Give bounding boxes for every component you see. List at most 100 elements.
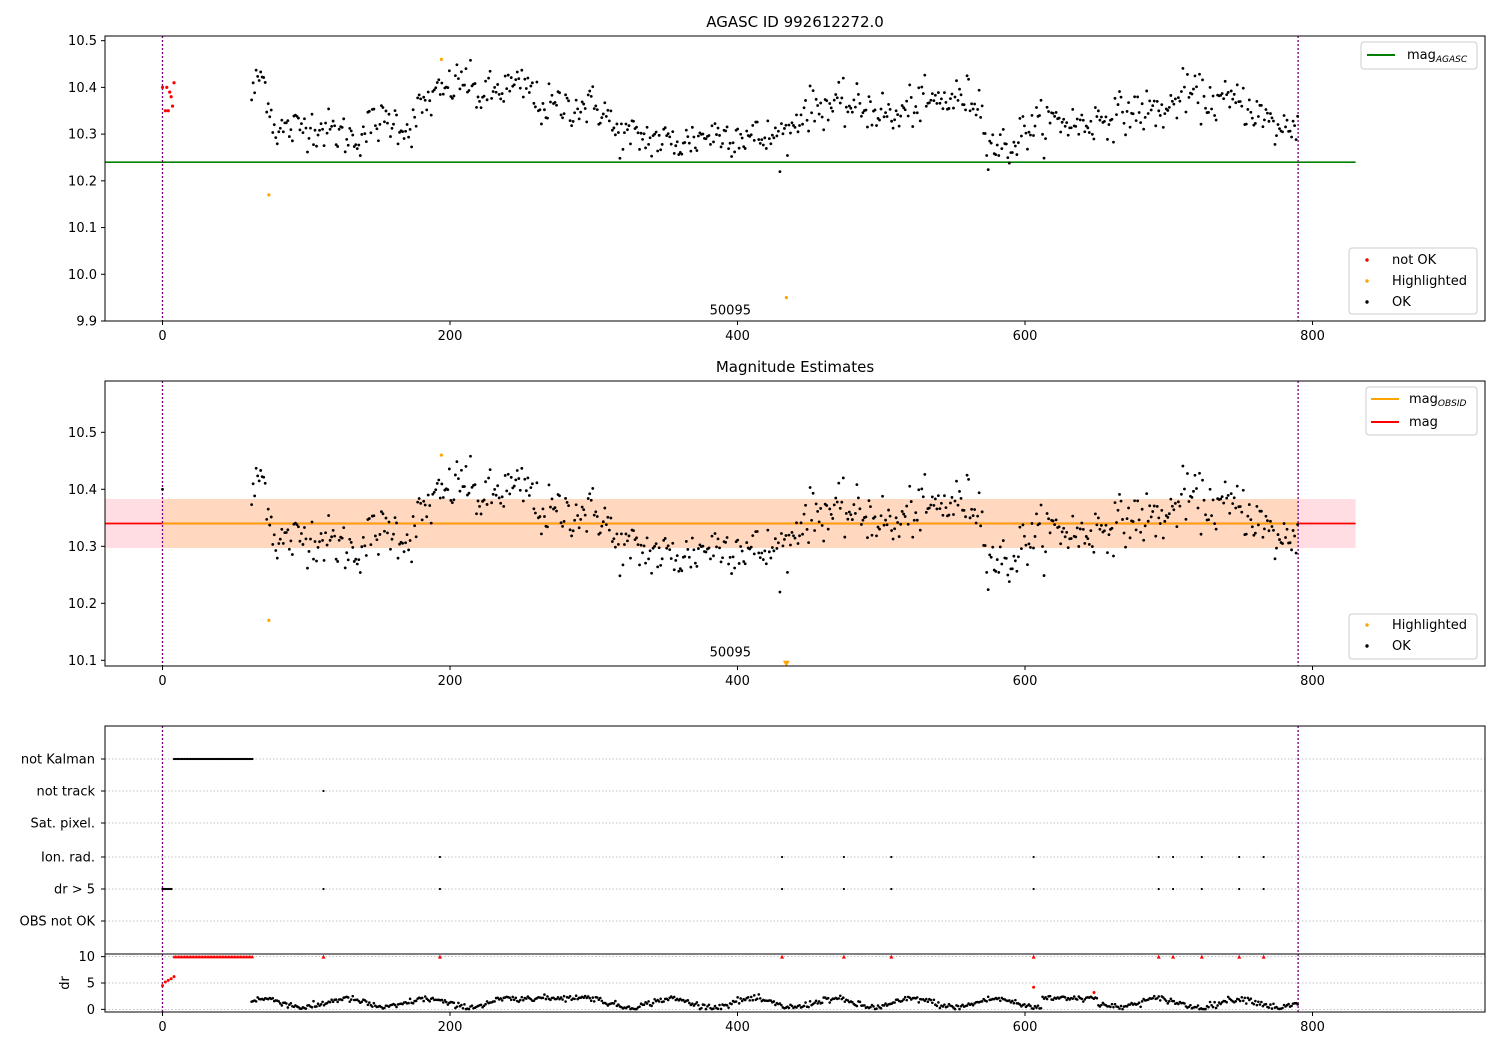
ok-point bbox=[686, 135, 690, 139]
ok-point bbox=[460, 70, 463, 74]
legend-point-label: Highlighted bbox=[1392, 274, 1467, 289]
dr-point bbox=[1296, 1003, 1299, 1006]
ok-point bbox=[918, 528, 922, 532]
dr-point bbox=[851, 1000, 854, 1004]
ok-point bbox=[644, 561, 647, 565]
ok-point bbox=[490, 501, 494, 505]
ok-point bbox=[949, 501, 952, 505]
ok-point bbox=[769, 556, 773, 560]
dr-point bbox=[1039, 1006, 1043, 1010]
ok-point bbox=[1164, 514, 1168, 517]
ok-point bbox=[1288, 541, 1292, 545]
dr-point bbox=[1168, 999, 1171, 1003]
ok-point bbox=[408, 127, 412, 131]
ok-point bbox=[1246, 108, 1250, 111]
dr-point bbox=[508, 996, 512, 999]
dr-point bbox=[707, 1003, 711, 1007]
ok-point bbox=[484, 480, 487, 484]
ok-point bbox=[1207, 110, 1210, 114]
ok-point bbox=[432, 88, 436, 92]
ok-point bbox=[998, 133, 1002, 137]
dr-point bbox=[395, 1005, 398, 1009]
dr-point bbox=[1100, 1003, 1103, 1007]
ok-point bbox=[1219, 93, 1223, 97]
dr-point bbox=[838, 994, 842, 998]
ok-point bbox=[591, 487, 595, 490]
ok-point bbox=[831, 517, 835, 520]
ok-point bbox=[263, 481, 267, 485]
ok-point bbox=[861, 518, 865, 522]
ok-point bbox=[1228, 511, 1232, 515]
ok-point bbox=[684, 128, 688, 132]
ok-point bbox=[526, 476, 530, 480]
ok-point bbox=[1010, 567, 1014, 571]
ok-point bbox=[1163, 519, 1167, 523]
dr-point bbox=[943, 1003, 946, 1006]
ok-point bbox=[1207, 518, 1210, 522]
dr-point bbox=[749, 995, 753, 999]
ok-point bbox=[301, 131, 305, 134]
ok-point bbox=[497, 93, 501, 96]
ok-point bbox=[947, 107, 951, 110]
ok-point bbox=[1059, 542, 1063, 546]
ok-point bbox=[770, 133, 774, 137]
ok-point bbox=[251, 81, 255, 85]
ok-point bbox=[463, 83, 466, 87]
dr-point bbox=[1095, 996, 1099, 1000]
dr-red-point bbox=[1032, 985, 1036, 989]
ok-point bbox=[879, 514, 883, 518]
ok-point bbox=[970, 507, 973, 511]
ok-point bbox=[740, 549, 744, 553]
dr-point bbox=[902, 998, 905, 1001]
ok-point bbox=[810, 111, 814, 115]
flag-point bbox=[207, 757, 210, 761]
ok-point bbox=[340, 126, 344, 129]
ok-point bbox=[1087, 543, 1091, 546]
ok-point bbox=[719, 145, 723, 149]
ok-point bbox=[822, 128, 826, 132]
ok-point bbox=[790, 121, 794, 125]
ok-point bbox=[369, 131, 373, 135]
panel1-content: 50095 bbox=[105, 36, 1356, 321]
ok-point bbox=[677, 569, 681, 573]
ok-point bbox=[1107, 123, 1111, 126]
ok-point bbox=[562, 112, 566, 116]
ok-point bbox=[1057, 116, 1061, 120]
dr-point bbox=[336, 1000, 339, 1004]
ok-point bbox=[920, 487, 924, 491]
flag-point bbox=[1032, 855, 1035, 859]
ok-point bbox=[310, 112, 314, 116]
ok-point bbox=[1048, 121, 1052, 125]
ok-point bbox=[1273, 142, 1277, 146]
ok-point bbox=[1255, 99, 1259, 103]
ok-point bbox=[398, 542, 401, 546]
ok-point bbox=[466, 493, 469, 497]
y-tick-label: 10.0 bbox=[68, 268, 97, 283]
ok-point bbox=[328, 127, 332, 131]
ok-point bbox=[298, 539, 302, 543]
dr-point bbox=[1213, 1000, 1216, 1004]
ok-point bbox=[363, 132, 367, 136]
ok-point bbox=[896, 521, 900, 524]
dr-clipped-marker bbox=[437, 954, 442, 959]
ok-point bbox=[567, 504, 570, 508]
ok-point bbox=[911, 125, 915, 128]
dr-point bbox=[645, 1002, 649, 1005]
ok-point bbox=[1119, 499, 1123, 503]
ok-point bbox=[479, 106, 483, 109]
ok-point bbox=[257, 479, 261, 483]
ok-point bbox=[268, 523, 272, 527]
ok-point bbox=[316, 546, 320, 549]
ok-point bbox=[493, 86, 497, 89]
dr-clipped-marker bbox=[1261, 954, 1266, 959]
ok-point bbox=[692, 548, 696, 552]
ok-point bbox=[852, 98, 856, 102]
ok-point bbox=[1214, 118, 1218, 122]
flag-point bbox=[228, 757, 231, 761]
ok-point bbox=[349, 541, 353, 544]
ok-point bbox=[290, 553, 294, 556]
ok-point bbox=[420, 518, 424, 522]
ok-point bbox=[760, 551, 764, 555]
ok-point bbox=[751, 124, 755, 127]
dr-point bbox=[1029, 1004, 1032, 1008]
